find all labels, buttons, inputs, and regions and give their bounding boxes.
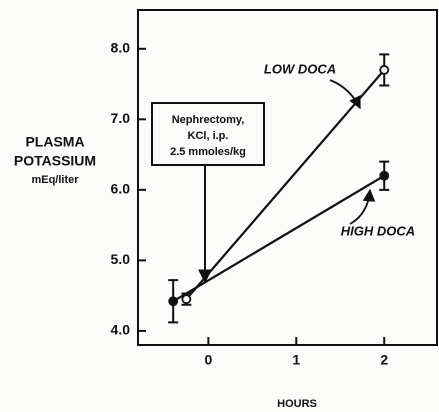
y-tick-label: 8.0 bbox=[111, 39, 131, 55]
legend-label: LOW DOCA bbox=[264, 61, 336, 76]
y-tick-label: 5.0 bbox=[111, 251, 131, 267]
y-axis-label: PLASMA bbox=[25, 134, 84, 150]
data-point bbox=[168, 296, 179, 307]
y-tick-label: 4.0 bbox=[111, 322, 131, 338]
label-arrow bbox=[349, 188, 376, 225]
x-tick-label: 1 bbox=[292, 352, 300, 368]
y-tick-label: 7.0 bbox=[111, 110, 131, 126]
data-point bbox=[181, 294, 192, 305]
plot-frame bbox=[137, 9, 438, 346]
x-tick-label: 0 bbox=[204, 352, 212, 368]
x-axis-label: HOURS bbox=[277, 398, 317, 410]
annotation-text: Nephrectomy, bbox=[172, 114, 245, 126]
y-axis-label: mEq/liter bbox=[31, 174, 79, 186]
annotation-box bbox=[151, 102, 265, 166]
label-arrow bbox=[329, 79, 361, 110]
y-axis-label: POTASSIUM bbox=[14, 153, 96, 169]
series-line bbox=[185, 69, 386, 300]
x-tick-label: 2 bbox=[380, 352, 388, 368]
data-point bbox=[379, 65, 390, 75]
annotation-text: KCl, i.p. bbox=[188, 130, 229, 142]
data-point bbox=[379, 170, 390, 181]
annotation-text: 2.5 mmoles/kg bbox=[170, 146, 246, 158]
y-tick-label: 6.0 bbox=[111, 181, 131, 197]
series-line bbox=[172, 174, 385, 303]
legend-label: HIGH DOCA bbox=[341, 223, 415, 238]
